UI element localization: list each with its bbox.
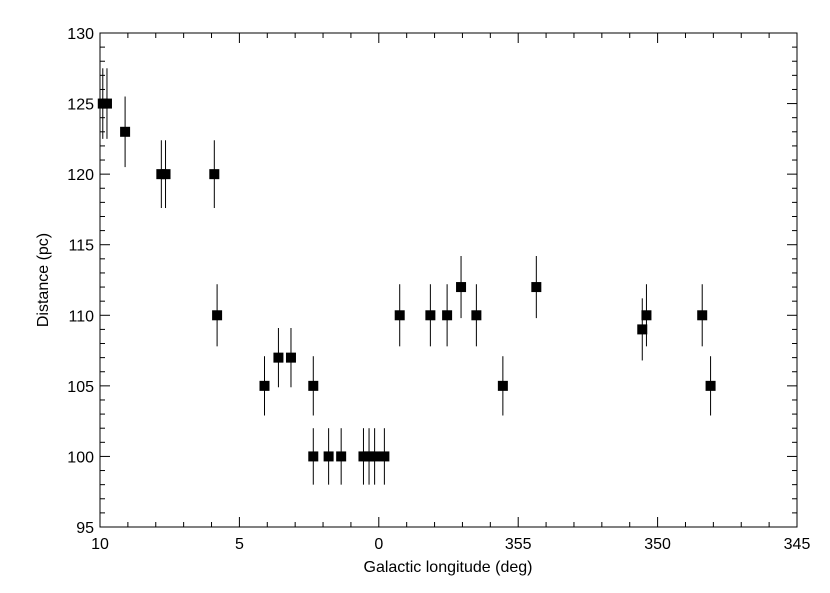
data-point — [323, 451, 334, 462]
x-tick-labels: 10 5 0 355 350 345 — [91, 536, 810, 553]
data-point — [285, 352, 296, 363]
y-tick-label: 115 — [68, 238, 94, 255]
x-axis-label: Galactic longitude (deg) — [364, 559, 533, 576]
data-point — [697, 310, 708, 321]
data-point — [273, 352, 284, 363]
major-ticks — [99, 32, 798, 528]
data-point — [497, 380, 508, 391]
error-bars — [102, 68, 712, 485]
data-point — [336, 451, 347, 462]
data-point — [379, 451, 390, 462]
x-tick-label: 5 — [235, 536, 244, 553]
x-tick-label: 355 — [505, 536, 532, 553]
data-point — [471, 310, 482, 321]
data-point — [308, 380, 319, 391]
data-point — [209, 169, 220, 180]
data-point — [442, 310, 453, 321]
x-tick-label: 0 — [374, 536, 383, 553]
data-point — [369, 451, 380, 462]
data-point — [425, 310, 436, 321]
y-tick-labels: 95 100 105 110 115 120 125 130 — [67, 26, 94, 537]
x-tick-label: 345 — [784, 536, 811, 553]
data-point — [705, 380, 716, 391]
data-point — [641, 310, 652, 321]
data-point — [308, 451, 319, 462]
y-axis-label: Distance (pc) — [35, 233, 52, 327]
data-point — [358, 451, 369, 462]
data-point — [394, 310, 405, 321]
x-tick-label: 350 — [644, 536, 671, 553]
data-point — [456, 282, 467, 293]
y-tick-label: 110 — [68, 308, 94, 325]
data-point — [120, 126, 131, 137]
data-point — [531, 282, 542, 293]
y-tick-label: 95 — [76, 520, 94, 537]
data-point — [259, 380, 270, 391]
y-tick-label: 100 — [67, 449, 94, 466]
data-point — [637, 324, 648, 335]
x-tick-label: 10 — [91, 536, 109, 553]
data-markers — [97, 98, 716, 462]
data-point — [101, 98, 112, 109]
minor-ticks — [100, 33, 797, 527]
data-point — [364, 451, 375, 462]
data-point — [212, 310, 223, 321]
y-tick-label: 105 — [67, 379, 94, 396]
y-tick-label: 130 — [67, 26, 94, 43]
data-point — [160, 169, 171, 180]
plot-frame — [99, 32, 798, 528]
y-tick-label: 125 — [67, 97, 94, 114]
y-tick-label: 120 — [67, 167, 94, 184]
